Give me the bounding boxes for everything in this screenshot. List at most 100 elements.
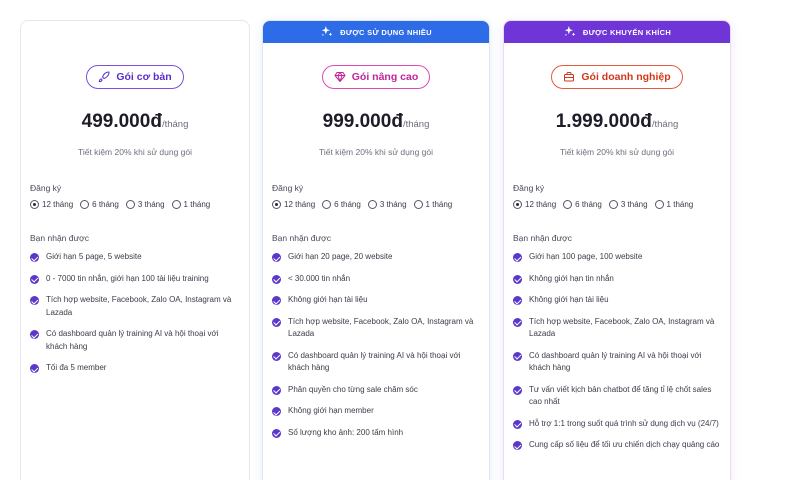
feature-item: Số lượng kho ảnh: 200 tấm hình	[272, 427, 479, 440]
period-radio-3[interactable]: 3 tháng	[608, 200, 648, 209]
feature-item: Không giới hạn tài liệu	[513, 294, 720, 307]
period-radio-6[interactable]: 6 tháng	[80, 200, 119, 209]
radio-dot[interactable]	[367, 200, 377, 209]
radio-dot[interactable]	[80, 200, 90, 209]
check-icon	[272, 385, 281, 395]
check-icon	[513, 385, 522, 395]
period-radio-6[interactable]: 6 tháng	[322, 200, 361, 209]
price-unit: /tháng	[161, 119, 189, 130]
check-icon	[30, 330, 39, 339]
feature-item: 0 - 7000 tin nhắn, giới hạn 100 tài liệu…	[30, 273, 239, 286]
feature-item: Giới hạn 20 page, 20 website	[272, 251, 479, 264]
price-amount: 1.999.000đ	[555, 111, 652, 132]
check-icon	[272, 428, 281, 438]
plan-card-advanced: ĐƯỢC SỬ DỤNG NHIỀU Gói nâng cao 999.000đ…	[262, 20, 490, 480]
radio-dot[interactable]	[272, 200, 281, 209]
sparkle-icon	[321, 26, 333, 37]
check-icon	[272, 274, 281, 284]
price: 1.999.000đ/tháng	[504, 111, 730, 133]
period-radio-6[interactable]: 6 tháng	[563, 200, 602, 209]
plan-name-badge: Gói doanh nghiệp	[551, 65, 683, 89]
feature-item: Phân quyền cho từng sale chăm sóc	[272, 384, 479, 397]
check-icon	[30, 296, 39, 305]
period-radio-3[interactable]: 3 tháng	[367, 200, 407, 209]
price-amount: 499.000đ	[81, 111, 162, 132]
plan-card-basic: Gói cơ bản 499.000đ/tháng Tiết kiệm 20% …	[20, 20, 250, 480]
period-radio-1[interactable]: 1 tháng	[413, 200, 452, 209]
feature-item: Giới hạn 100 page, 100 website	[513, 251, 720, 264]
price: 999.000đ/tháng	[263, 111, 489, 133]
feature-item: Tích hợp website, Facebook, Zalo OA, Ins…	[513, 316, 720, 341]
check-icon	[513, 296, 522, 305]
radio-dot[interactable]	[413, 200, 423, 209]
period-radio-12[interactable]: 12 tháng	[30, 200, 73, 209]
features-label: Bạn nhận được	[30, 233, 89, 243]
feature-item: Tích hợp website, Facebook, Zalo OA, Ins…	[30, 294, 239, 319]
saving-note: Tiết kiệm 20% khi sử dụng gói	[318, 147, 434, 157]
feature-list: Giới hạn 20 page, 20 website < 30.000 ti…	[272, 251, 479, 439]
check-icon	[513, 274, 522, 284]
check-icon	[272, 407, 281, 416]
feature-item: Không giới hạn tài liệu	[272, 294, 479, 307]
feature-item: Tư vấn viết kịch bản chatbot để tăng tỉ …	[513, 384, 720, 409]
period-radio-group: 12 tháng 6 tháng 3 tháng 1 tháng	[513, 200, 730, 209]
period-radio-group: 12 tháng 6 tháng 3 tháng 1 tháng	[272, 200, 489, 209]
feature-item: Không giới hạn tin nhắn	[513, 273, 720, 286]
plan-card-enterprise: ĐƯỢC KHUYẾN KHÍCH Gói doanh nghiệp 1.999…	[503, 20, 731, 480]
price-amount: 999.000đ	[322, 111, 403, 132]
feature-list: Giới hạn 5 page, 5 website 0 - 7000 tin …	[30, 251, 239, 375]
radio-dot[interactable]	[608, 200, 618, 209]
radio-dot[interactable]	[563, 200, 573, 209]
radio-dot[interactable]	[322, 200, 332, 209]
period-radio-12[interactable]: 12 tháng	[513, 200, 556, 209]
feature-item: Không giới hạn member	[272, 405, 479, 418]
diamond-icon	[334, 72, 346, 82]
feature-item: Cung cấp số liệu để tối ưu chiến dịch ch…	[513, 439, 720, 452]
period-radio-3[interactable]: 3 tháng	[125, 200, 165, 209]
feature-item: Tích hợp website, Facebook, Zalo OA, Ins…	[272, 316, 479, 341]
radio-dot[interactable]	[654, 200, 664, 209]
period-radio-12[interactable]: 12 tháng	[272, 200, 315, 209]
period-radio-1[interactable]: 1 tháng	[171, 200, 210, 209]
rocket-icon	[99, 71, 110, 83]
check-icon	[513, 317, 522, 327]
feature-item: Giới hạn 5 page, 5 website	[30, 251, 239, 264]
check-icon	[513, 441, 522, 450]
check-icon	[513, 253, 522, 262]
check-icon	[272, 253, 281, 262]
feature-list: Giới hạn 100 page, 100 website Không giớ…	[513, 251, 720, 452]
features-label: Bạn nhận được	[272, 233, 331, 243]
period-radio-1[interactable]: 1 tháng	[654, 200, 693, 209]
radio-dot[interactable]	[30, 200, 39, 209]
check-icon	[272, 296, 281, 305]
features-label: Bạn nhận được	[513, 233, 572, 243]
check-icon	[30, 274, 39, 284]
price-unit: /tháng	[402, 119, 430, 130]
check-icon	[513, 351, 522, 361]
popular-ribbon: ĐƯỢC SỬ DỤNG NHIỀU	[263, 21, 489, 43]
check-icon	[272, 351, 281, 361]
saving-note: Tiết kiệm 20% khi sử dụng gói	[559, 147, 675, 157]
price: 499.000đ/tháng	[21, 111, 249, 133]
feature-item: Có dashboard quản lý training AI và hội …	[30, 328, 239, 353]
sparkle-icon	[564, 26, 576, 37]
radio-dot[interactable]	[513, 200, 522, 209]
plan-name-badge: Gói nâng cao	[321, 65, 431, 89]
feature-item: Có dashboard quản lý training AI và hội …	[513, 350, 720, 375]
radio-dot[interactable]	[171, 200, 181, 209]
radio-dot[interactable]	[125, 200, 135, 209]
briefcase-icon	[564, 72, 575, 82]
saving-note: Tiết kiệm 20% khi sử dụng gói	[77, 147, 193, 157]
feature-item: < 30.000 tin nhắn	[272, 273, 479, 286]
price-unit: /tháng	[651, 119, 679, 130]
feature-item: Có dashboard quản lý training AI và hội …	[272, 350, 479, 375]
period-radio-group: 12 tháng 6 tháng 3 tháng 1 tháng	[30, 200, 249, 209]
feature-item: Tối đa 5 member	[30, 362, 239, 375]
plan-name-badge: Gói cơ bản	[86, 65, 184, 89]
subscribe-label: Đăng ký	[513, 183, 545, 193]
feature-item: Hỗ trợ 1:1 trong suốt quá trình sử dụng …	[513, 418, 720, 431]
subscribe-label: Đăng ký	[30, 183, 62, 193]
check-icon	[513, 419, 522, 429]
recommended-ribbon: ĐƯỢC KHUYẾN KHÍCH	[504, 21, 730, 43]
ribbon-spacer	[21, 21, 249, 43]
